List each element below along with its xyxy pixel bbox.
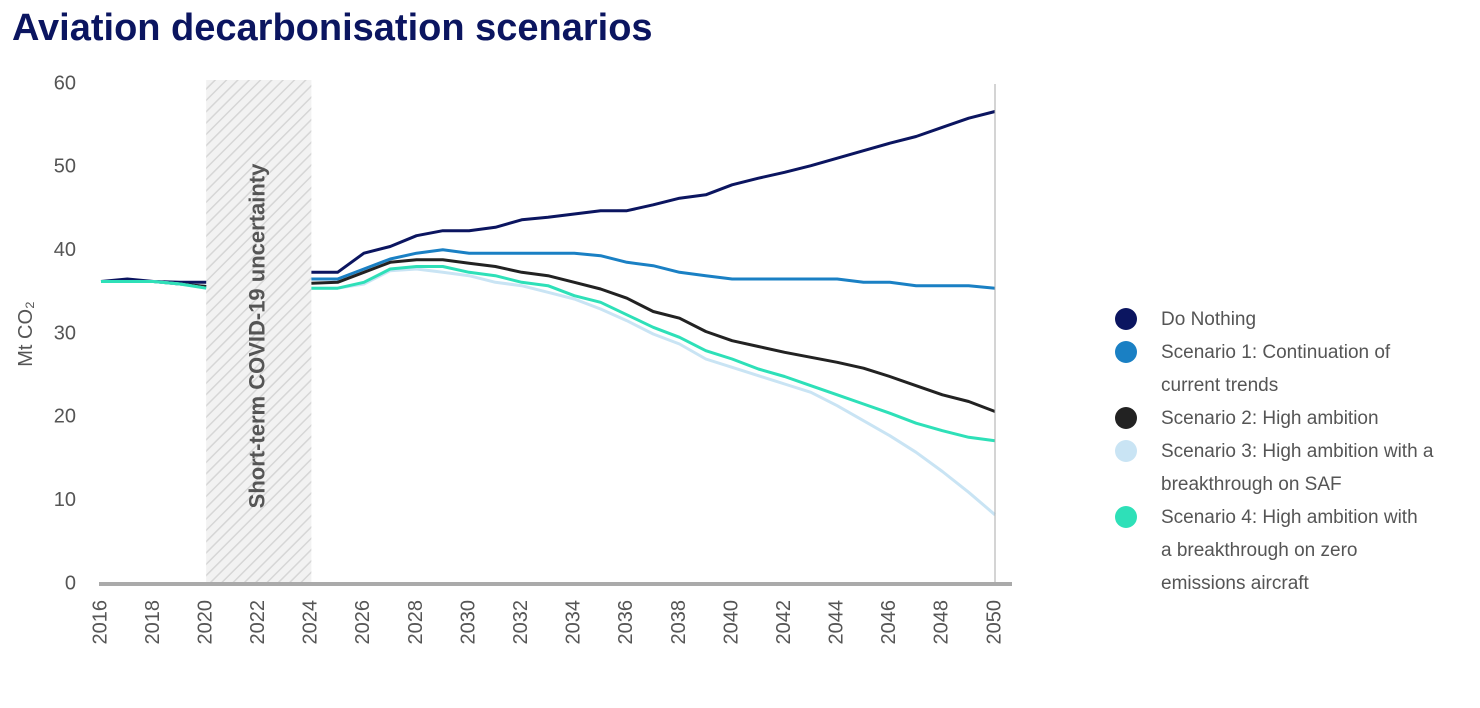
legend-item: Scenario 1: Continuation of current tren… (1112, 336, 1472, 402)
x-tick-label: 2030 (457, 600, 479, 645)
legend-marker (1115, 407, 1137, 429)
x-tick-label: 2016 (89, 600, 111, 645)
legend-label: Scenario 4: High ambition with a breakth… (1161, 507, 1418, 594)
x-tick-label: 2020 (194, 600, 216, 645)
legend-item: Scenario 3: High ambition with a breakth… (1112, 435, 1472, 501)
x-tick-label: 2036 (615, 600, 637, 645)
x-tick-label: 2018 (142, 600, 164, 645)
legend-marker (1115, 440, 1137, 462)
x-tick-label: 2032 (510, 600, 532, 645)
x-tick-label: 2038 (668, 600, 690, 645)
legend-marker (1115, 308, 1137, 330)
legend-item: Scenario 4: High ambition with a breakth… (1112, 501, 1472, 600)
legend-marker (1115, 341, 1137, 363)
y-tick-label: 40 (54, 239, 76, 261)
legend-item: Do Nothing (1112, 303, 1472, 336)
shaded-region (206, 80, 312, 584)
legend: Do Nothing Scenario 1: Continuation of cu… (1112, 303, 1472, 600)
x-tick-label: 2044 (826, 600, 848, 645)
y-tick-label: 20 (54, 406, 76, 428)
y-tick-label: 30 (54, 322, 76, 344)
x-tick-label: 2022 (247, 600, 269, 645)
legend-label: Do Nothing (1161, 309, 1257, 330)
chart-title: Aviation decarbonisation scenarios (12, 7, 653, 49)
legend-item: Scenario 2: High ambition (1112, 402, 1472, 435)
line-series (101, 265, 996, 443)
x-tick-label: 2050 (983, 600, 1005, 645)
x-tick-label: 2028 (405, 600, 427, 645)
x-tick-label: 2042 (773, 600, 795, 645)
legend-label: Scenario 1: Continuation of current tren… (1161, 342, 1391, 396)
legend-label: Scenario 3: High ambition with a breakth… (1161, 441, 1434, 495)
legend-label: Scenario 2: High ambition (1161, 408, 1379, 429)
x-tick-label: 2048 (931, 600, 953, 645)
x-tick-label: 2046 (878, 600, 900, 645)
y-tick-label: 50 (54, 156, 76, 178)
annotation: Short-term COVID-19 uncertainty (245, 163, 270, 508)
x-tick-label: 2034 (563, 600, 585, 645)
x-tick-label: 2026 (352, 600, 374, 645)
x-tick-label: 2024 (300, 600, 322, 645)
y-tick-label: 60 (54, 72, 76, 94)
y-axis-label: Mt CO₂ (15, 301, 37, 367)
y-tick-label: 10 (54, 489, 76, 511)
x-tick-label: 2040 (720, 600, 742, 645)
y-tick-label: 0 (65, 572, 76, 594)
legend-marker (1115, 506, 1137, 528)
